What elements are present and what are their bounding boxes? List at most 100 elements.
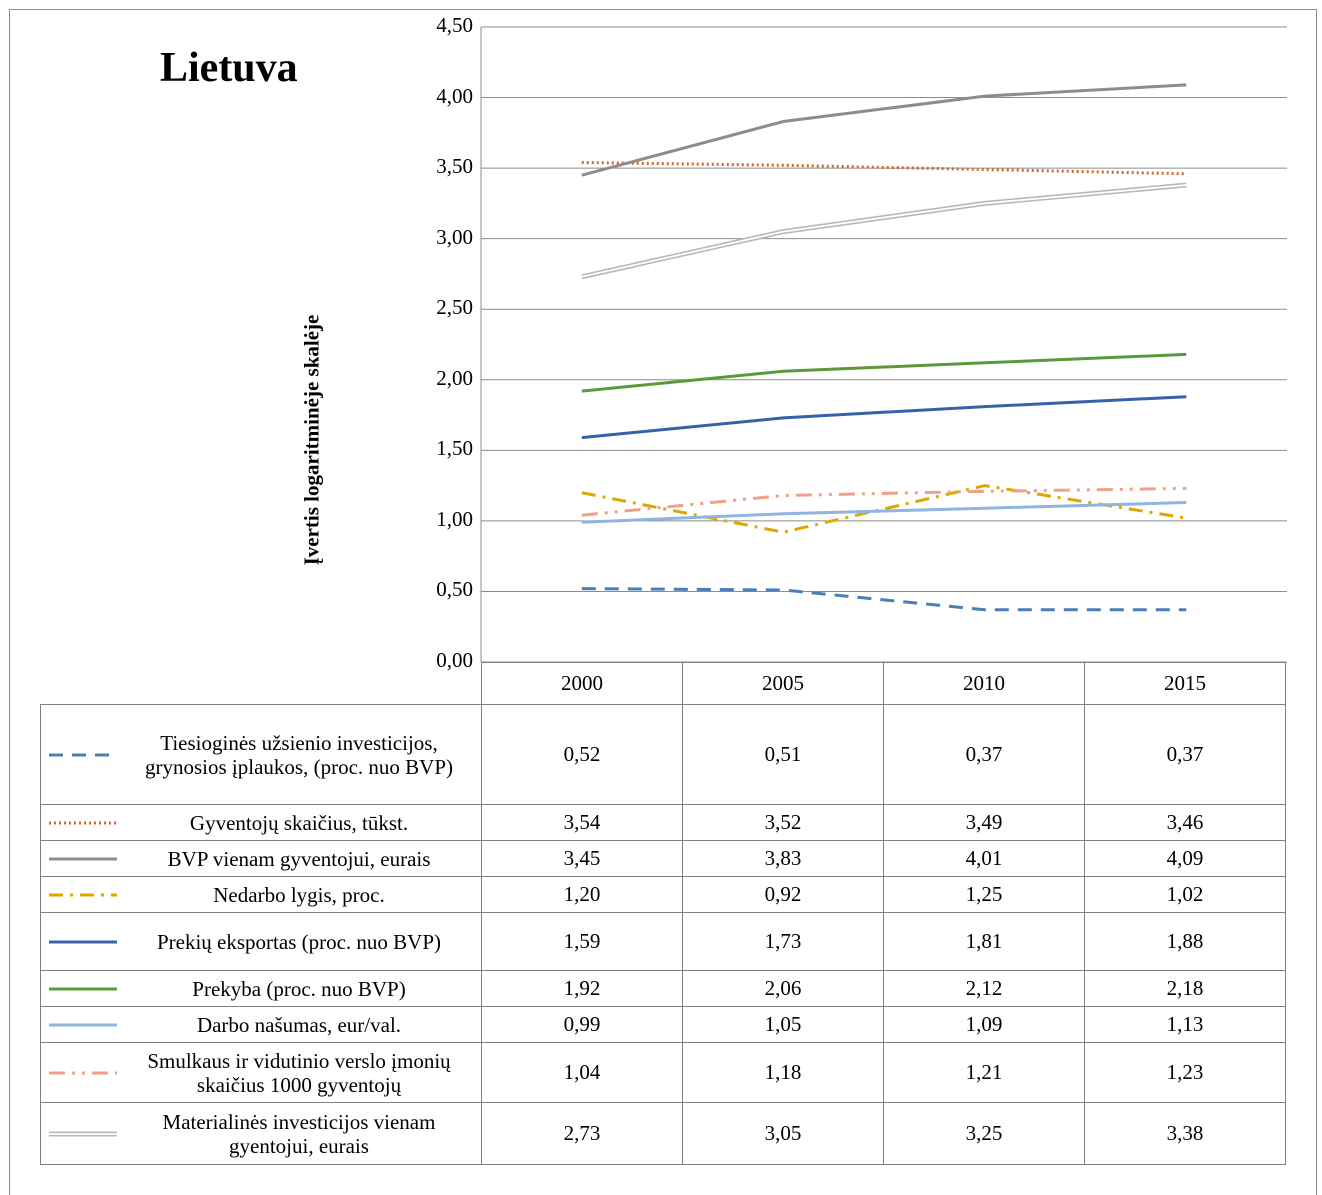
data-value-cell: 0,51 — [682, 704, 884, 805]
y-tick-label: 3,50 — [436, 154, 473, 179]
legend-key-icon — [49, 1023, 117, 1026]
data-value-cell: 0,37 — [1084, 704, 1286, 805]
y-tick-label: 1,50 — [436, 436, 473, 461]
data-value-cell: 3,83 — [682, 840, 884, 877]
table-row: BVP vienam gyventojui, eurais 3,45 3,83 4,0… — [40, 840, 1286, 877]
data-value-cell: 0,52 — [481, 704, 683, 805]
data-value-cell: 1,13 — [1084, 1006, 1286, 1043]
y-tick-label: 1,00 — [436, 506, 473, 531]
x-category-label: 2000 — [481, 662, 683, 705]
data-value-cell: 0,92 — [682, 876, 884, 913]
data-value-cell: 1,18 — [682, 1042, 884, 1103]
data-value-cell: 3,45 — [481, 840, 683, 877]
table-row: Prekyba (proc. nuo BVP) 1,92 2,06 2,12 2,18 — [40, 970, 1286, 1007]
data-value-cell: 2,73 — [481, 1102, 683, 1165]
data-value-cell: 3,49 — [883, 804, 1085, 841]
table-row: Gyventojų skaičius, tūkst. 3,54 3,52 3,49 3,… — [40, 804, 1286, 841]
table-row: Darbo našumas, eur/val. 0,99 1,05 1,09 1,13 — [40, 1006, 1286, 1043]
legend-label: BVP vienam gyventojui, eurais — [167, 846, 431, 871]
series-line — [581, 161, 1187, 176]
legend-entry: Darbo našumas, eur/val. — [40, 1006, 482, 1043]
data-value-cell: 1,25 — [883, 876, 1085, 913]
legend-entry: Prekyba (proc. nuo BVP) — [40, 970, 482, 1007]
legend-key-icon — [49, 893, 117, 896]
legend-label: Gyventojų skaičius, tūkst. — [189, 810, 409, 835]
legend-entry: Materialinės investicijos vienam gyentoj… — [40, 1102, 482, 1165]
legend-label: Materialinės investicijos vienam gyentoj… — [162, 1109, 436, 1158]
series-line — [581, 587, 1187, 612]
legend-key-icon — [49, 821, 117, 824]
data-value-cell: 1,23 — [1084, 1042, 1286, 1103]
y-tick-label: 2,00 — [436, 365, 473, 390]
y-tick-label: 4,50 — [436, 13, 473, 37]
legend-entry: Prekių eksportas (proc. nuo BVP) — [40, 912, 482, 971]
data-value-cell: 1,73 — [682, 912, 884, 971]
table-row: Prekių eksportas (proc. nuo BVP) 1,59 1,73… — [40, 912, 1286, 971]
chart-frame — [9, 9, 1317, 1195]
data-value-cell: 0,99 — [481, 1006, 683, 1043]
data-value-cell: 3,54 — [481, 804, 683, 841]
y-tick-label: 4,00 — [436, 83, 473, 108]
table-row: Smulkaus ir vidutinio verslo įmonių skai… — [40, 1042, 1286, 1103]
series-line — [581, 501, 1187, 524]
data-value-cell: 1,59 — [481, 912, 683, 971]
legend-entry: Nedarbo lygis, proc. — [40, 876, 482, 913]
data-value-cell: 4,01 — [883, 840, 1085, 877]
x-category-label: 2015 — [1084, 662, 1286, 705]
legend-key-icon — [49, 1071, 117, 1074]
legend-key-icon — [49, 940, 117, 943]
data-value-cell: 1,21 — [883, 1042, 1085, 1103]
data-value-cell: 1,92 — [481, 970, 683, 1007]
chart-title: Lietuva — [160, 45, 298, 91]
legend-key-icon — [49, 987, 117, 990]
legend-label: Prekių eksportas (proc. nuo BVP) — [156, 929, 442, 954]
data-value-cell: 1,04 — [481, 1042, 683, 1103]
legend-label: Nedarbo lygis, proc. — [213, 882, 385, 907]
series-line — [581, 83, 1187, 177]
data-value-cell: 3,46 — [1084, 804, 1286, 841]
data-value-cell: 2,18 — [1084, 970, 1286, 1007]
data-value-cell: 3,25 — [883, 1102, 1085, 1165]
legend-label: Darbo našumas, eur/val. — [196, 1012, 402, 1037]
data-value-cell: 1,20 — [481, 876, 683, 913]
legend-entry: Gyventojų skaičius, tūkst. — [40, 804, 482, 841]
legend-key-icon — [49, 1131, 117, 1136]
y-tick-label: 3,00 — [436, 224, 473, 249]
legend-label: Smulkaus ir vidutinio verslo įmonių skai… — [147, 1048, 451, 1097]
table-row: Nedarbo lygis, proc. 1,20 0,92 1,25 1,02 — [40, 876, 1286, 913]
data-value-cell: 1,09 — [883, 1006, 1085, 1043]
data-value-cell: 0,37 — [883, 704, 1085, 805]
y-tick-label: 0,50 — [436, 577, 473, 602]
series-line — [581, 484, 1187, 534]
data-value-cell: 1,05 — [682, 1006, 884, 1043]
data-value-cell: 2,12 — [883, 970, 1085, 1007]
legend-entry: Smulkaus ir vidutinio verslo įmonių skai… — [40, 1042, 482, 1103]
series-line — [581, 182, 1187, 280]
data-table: 2000 2005 2010 2015 Tiesioginės užsienio inv… — [40, 662, 1286, 1165]
legend-key-icon — [49, 753, 117, 756]
x-category-label: 2010 — [883, 662, 1085, 705]
legend-entry: Tiesioginės užsienio investicijos, gryno… — [40, 704, 482, 805]
table-header-row: 2000 2005 2010 2015 — [40, 662, 1286, 705]
legend-label: Prekyba (proc. nuo BVP) — [192, 976, 406, 1001]
data-value-cell: 3,52 — [682, 804, 884, 841]
series-line-inner — [581, 184, 1187, 278]
data-value-cell: 1,88 — [1084, 912, 1286, 971]
series-line — [581, 395, 1187, 440]
data-value-cell: 1,02 — [1084, 876, 1286, 913]
table-row: Materialinės investicijos vienam gyentoj… — [40, 1102, 1286, 1165]
legend-key-icon — [49, 857, 117, 860]
data-value-cell: 4,09 — [1084, 840, 1286, 877]
chart-plot — [480, 26, 1287, 663]
table-corner — [40, 662, 482, 705]
y-tick-label: 2,50 — [436, 295, 473, 320]
series-line — [581, 352, 1187, 393]
data-value-cell: 3,38 — [1084, 1102, 1286, 1165]
x-category-label: 2005 — [682, 662, 884, 705]
table-row: Tiesioginės užsienio investicijos, gryno… — [40, 704, 1286, 805]
data-value-cell: 3,05 — [682, 1102, 884, 1165]
legend-entry: BVP vienam gyventojui, eurais — [40, 840, 482, 877]
series-line — [581, 486, 1187, 517]
legend-label: Tiesioginės užsienio investicijos, gryno… — [145, 730, 453, 779]
data-value-cell: 2,06 — [682, 970, 884, 1007]
